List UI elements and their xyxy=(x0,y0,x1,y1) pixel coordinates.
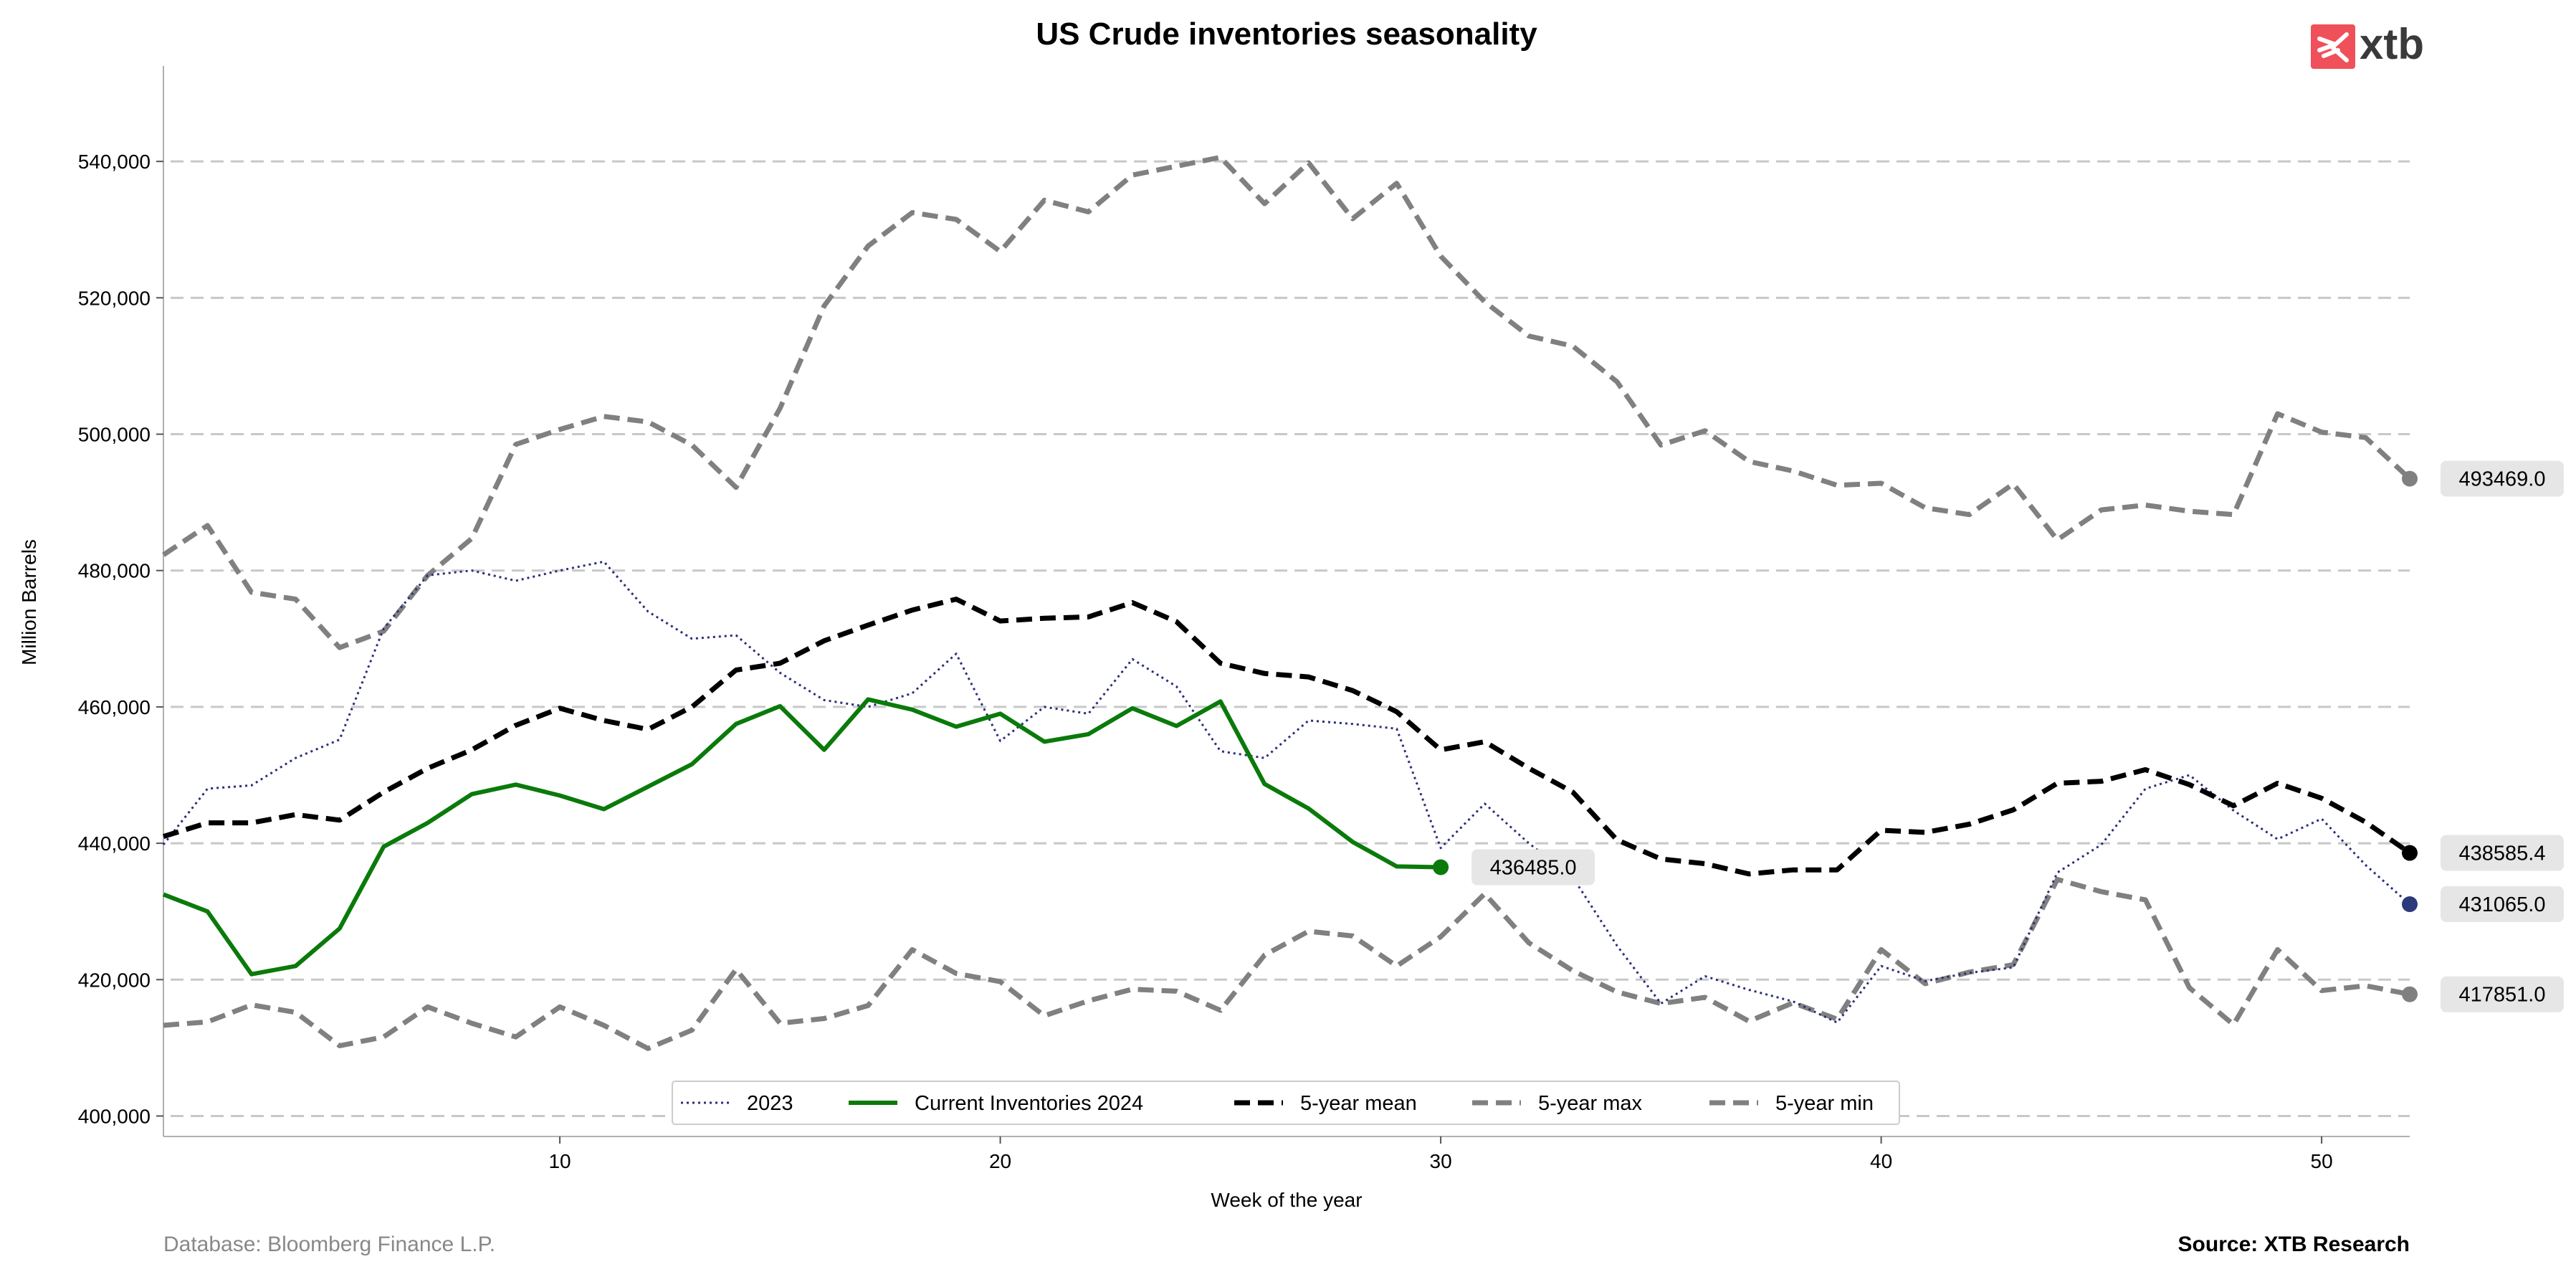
legend-label: Current Inventories 2024 xyxy=(915,1092,1143,1115)
chart-title: US Crude inventories seasonality xyxy=(1036,16,1537,52)
y-tick-label: 540,000 xyxy=(78,151,151,173)
end-label-box xyxy=(2441,835,2564,871)
end-point-marker xyxy=(2402,845,2418,861)
y-tick-label: 420,000 xyxy=(78,969,151,991)
end-label-box xyxy=(2441,460,2564,497)
footer-source: Source: XTB Research xyxy=(2178,1233,2410,1256)
legend-label: 5-year max xyxy=(1538,1092,1643,1115)
series-line-2023 xyxy=(162,560,2410,1024)
end-point-marker xyxy=(2402,986,2418,1002)
y-tick-label: 500,000 xyxy=(78,424,151,446)
end-label-value: 417851.0 xyxy=(2459,984,2546,1007)
legend-items: 2023 Current Inventories 2024 5-year mean 5… xyxy=(681,1092,1874,1115)
xtb-logo-glyph xyxy=(2317,32,2349,62)
series-lines xyxy=(162,154,2412,1051)
end-labels: 493469.0 438585.4 431065.0 417851.0 436485.0 xyxy=(1433,460,2564,1012)
legend-label: 5-year min xyxy=(1775,1092,1874,1115)
y-tick-label: 440,000 xyxy=(78,832,151,855)
xtb-logo: xtb xyxy=(2311,20,2424,69)
x-axis-label: Week of the year xyxy=(1211,1189,1362,1211)
legend-box xyxy=(672,1081,1900,1125)
end-point-marker xyxy=(2402,470,2418,487)
end-label-box xyxy=(1471,849,1595,886)
end-label-value: 493469.0 xyxy=(2459,468,2546,491)
end-label-value: 436485.0 xyxy=(1490,857,1577,880)
y-tick-label: 520,000 xyxy=(78,287,151,309)
legend-label: 2023 xyxy=(747,1092,793,1115)
end-label-box xyxy=(2441,886,2564,923)
tick-labels: 400,000 420,000 440,000 460,000 480,000 500,0… xyxy=(78,151,2333,1172)
x-tick-label: 10 xyxy=(548,1150,571,1172)
x-tick-label: 30 xyxy=(1430,1150,1452,1172)
x-tick-label: 20 xyxy=(989,1150,1011,1172)
end-label-value: 438585.4 xyxy=(2459,842,2546,865)
footer-database: Database: Bloomberg Finance L.P. xyxy=(163,1233,495,1256)
x-tick-label: 40 xyxy=(1870,1150,1892,1172)
legend-label: 5-year mean xyxy=(1300,1092,1417,1115)
end-label-value: 431065.0 xyxy=(2459,893,2546,916)
end-point-marker xyxy=(1433,859,1449,875)
y-tick-label: 480,000 xyxy=(78,560,151,582)
y-tick-label: 460,000 xyxy=(78,696,151,718)
series-line-current-inventories-2024 xyxy=(162,697,1441,977)
end-point-marker xyxy=(2402,896,2418,913)
y-axis-label: Million Barrels xyxy=(18,539,40,665)
end-label-box xyxy=(2441,976,2564,1012)
series-line-5-year-max xyxy=(162,154,2412,650)
xtb-logo-text: xtb xyxy=(2360,20,2424,68)
axes xyxy=(163,66,2410,1137)
series-line-5-year-min xyxy=(163,877,2410,1051)
x-tick-label: 50 xyxy=(2311,1150,2333,1172)
grid-lines xyxy=(171,160,2410,1117)
y-tick-label: 400,000 xyxy=(78,1105,151,1127)
legend: 2023 Current Inventories 2024 5-year mean 5… xyxy=(672,1081,1900,1125)
series-line-5-year-mean xyxy=(162,597,2412,877)
